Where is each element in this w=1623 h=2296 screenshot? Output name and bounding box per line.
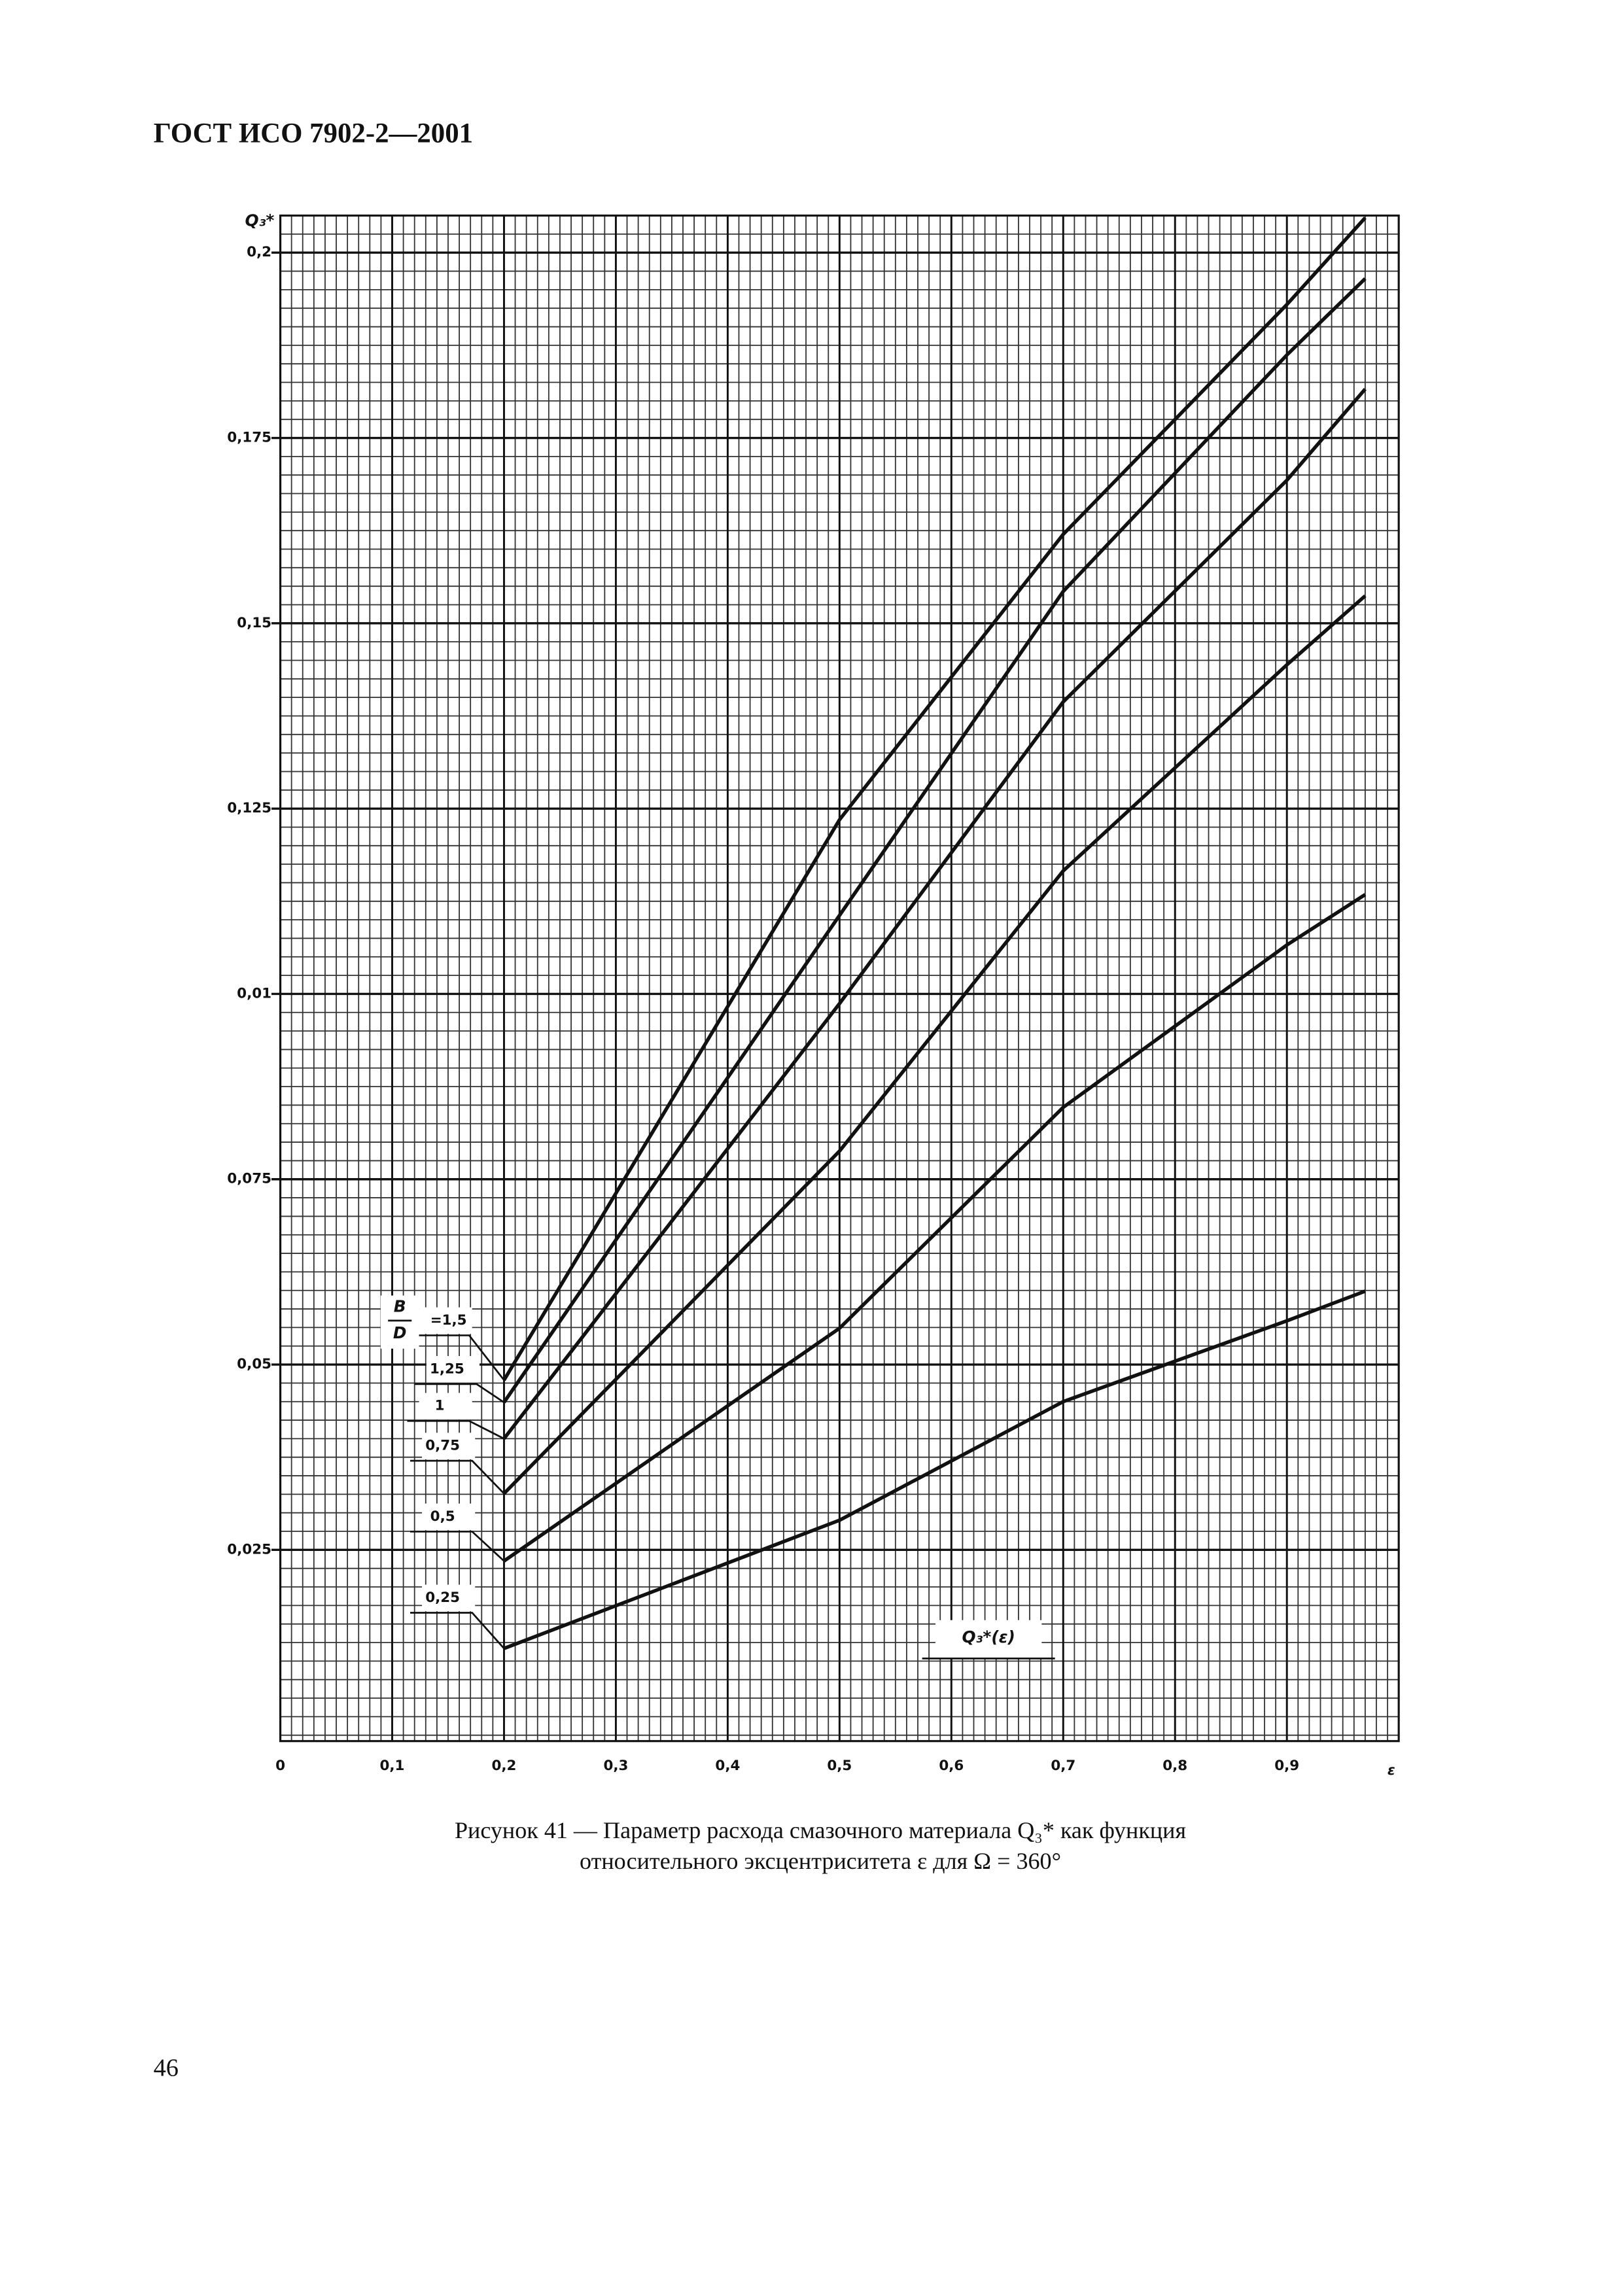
y-tick-label: 0,01 <box>237 985 271 1001</box>
curve <box>503 1289 1366 1650</box>
y-tick-label: 0,175 <box>227 430 271 446</box>
page-number: 46 <box>154 2054 179 2081</box>
y-tick-label: 0,075 <box>227 1171 271 1187</box>
curve-label: 0,5 <box>430 1508 455 1525</box>
curve <box>502 277 1367 1404</box>
curve-label: 1,25 <box>430 1361 464 1377</box>
x-tick-label: 0,4 <box>715 1758 740 1774</box>
x-tick-label: 0,6 <box>939 1758 964 1774</box>
curve-label: 0,25 <box>425 1590 460 1606</box>
curve-label: 1 <box>435 1398 445 1414</box>
chart: 0,025 0,05 0,075 0,01 0,125 0,15 0,175 0,2 0 0,1 0… <box>227 211 1400 1779</box>
caption-line: относительного эксцентриситета ε для Ω =… <box>580 1848 1061 1874</box>
curve-parameter-denominator: D <box>393 1323 407 1342</box>
header-title: ГОСТ ИСО 7902-2—2001 <box>154 118 473 149</box>
curve-label: 0,75 <box>425 1438 460 1454</box>
annotation: Q₃*(ε) <box>962 1627 1015 1646</box>
y-axis-label: Q₃* <box>245 211 274 230</box>
x-tick-label: 0,5 <box>827 1758 852 1774</box>
label-leader <box>410 1459 505 1495</box>
label-backdrop <box>426 1356 480 1383</box>
x-tick-label: 0,3 <box>603 1758 628 1774</box>
label-backdrop <box>422 1584 476 1612</box>
x-tick-label: 0,7 <box>1051 1758 1075 1774</box>
label-backdrop <box>419 1307 472 1334</box>
x-tick-label: 0,8 <box>1162 1758 1187 1774</box>
label-leader <box>407 1419 505 1440</box>
y-tick-label: 0,125 <box>227 800 271 816</box>
x-tick-label: 0 <box>275 1758 285 1774</box>
caption-line: Рисунок 41 — Параметр расхода смазочного… <box>455 1817 1186 1843</box>
annotation-box <box>935 1620 1042 1659</box>
curve <box>502 594 1367 1495</box>
label-leader <box>410 1612 505 1649</box>
curve-parameter-numerator: B <box>394 1297 406 1316</box>
y-tick-label: 0,15 <box>237 615 271 631</box>
y-tick-label: 0,2 <box>247 244 271 260</box>
label-backdrop <box>419 1393 472 1420</box>
label-leader <box>407 1334 505 1381</box>
curve-label: =1,5 <box>430 1312 467 1329</box>
label-backdrop <box>422 1433 476 1459</box>
x-tick-label: 0,1 <box>380 1758 405 1774</box>
x-tick-label: 0,2 <box>492 1758 517 1774</box>
y-tick-label: 0,025 <box>227 1541 271 1557</box>
label-backdrop <box>422 1503 476 1531</box>
label-leader <box>410 1531 505 1562</box>
curve <box>502 387 1367 1440</box>
x-tick-label: 0,9 <box>1274 1758 1299 1774</box>
y-tick-label: 0,05 <box>237 1356 271 1372</box>
curve <box>502 893 1367 1563</box>
label-backdrop <box>380 1295 419 1349</box>
label-leader <box>414 1383 505 1403</box>
curve <box>502 217 1367 1382</box>
x-axis-label: ε <box>1387 1762 1395 1779</box>
